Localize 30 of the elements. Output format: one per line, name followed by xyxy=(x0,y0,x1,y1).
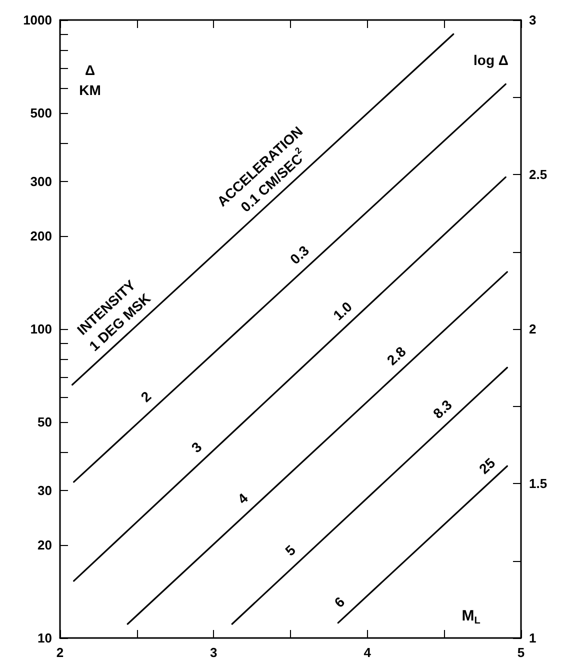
y2-tick-label: 2.5 xyxy=(529,167,548,182)
annotation: 8.3 xyxy=(430,396,456,422)
annotation: 6 xyxy=(331,593,348,611)
y-tick-label: 100 xyxy=(30,322,52,336)
y-tick-label: 500 xyxy=(30,106,52,121)
y-tick-label: 200 xyxy=(30,228,52,244)
y-tick-label: 300 xyxy=(30,174,52,190)
y-tick-label: 10 xyxy=(38,630,52,646)
annotation: 5 xyxy=(282,542,299,559)
annotation: 2 xyxy=(138,388,154,406)
y2-tick-label: 3 xyxy=(529,12,536,28)
annotation: 0.3 xyxy=(286,242,312,268)
y-tick-label: 30 xyxy=(38,483,52,498)
y2-axis-title: log Δ xyxy=(474,52,508,68)
annotation: 1.0 xyxy=(330,298,356,324)
y-axis-title: Δ KM xyxy=(79,62,101,98)
y-tick-label: 20 xyxy=(38,537,52,552)
annotation: 2.8 xyxy=(384,343,410,368)
annotation: 4 xyxy=(234,490,252,507)
x-tick-label: 4 xyxy=(364,645,372,660)
y-tick-label: 50 xyxy=(38,414,52,430)
annotation: 3 xyxy=(188,438,205,456)
y2-tick-label: 1.5 xyxy=(529,476,548,491)
y2-tick-label: 1 xyxy=(529,630,536,646)
annotation: 25 xyxy=(476,454,498,478)
x-tick-label: 5 xyxy=(517,645,525,660)
y2-tick-label: 2 xyxy=(529,322,536,336)
x-tick-label: 3 xyxy=(210,645,218,660)
y-tick-label: 1000 xyxy=(23,12,52,28)
x-tick-label: 2 xyxy=(56,645,64,660)
